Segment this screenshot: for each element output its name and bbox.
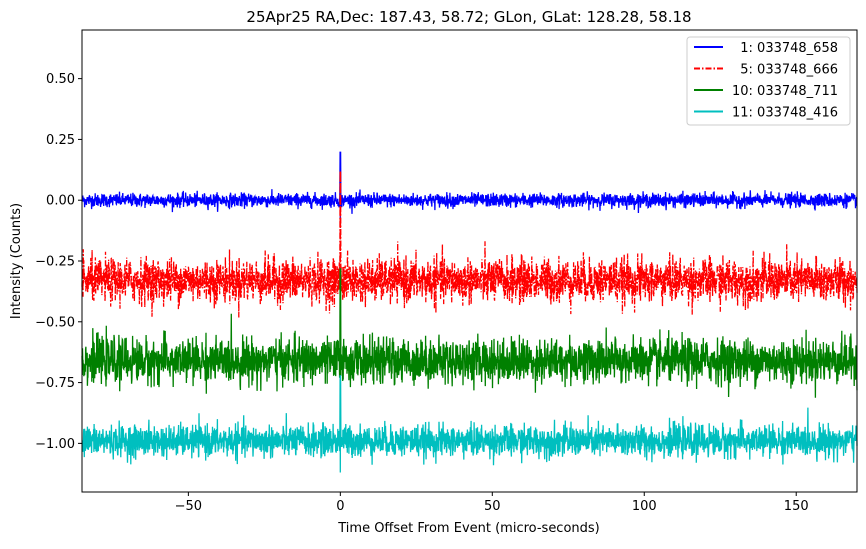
- y-tick-label: −0.50: [35, 315, 75, 330]
- legend: 1: 033748_658 5: 033748_666 10: 033748_71…: [686, 36, 851, 126]
- y-axis: 0.50 0.25 0.00 −0.25 −0.50 −0.75 −1.00: [35, 72, 82, 452]
- series-line-0: [81, 151, 858, 220]
- x-tick-label: 150: [784, 499, 809, 514]
- y-tick-label: −1.00: [35, 437, 75, 452]
- x-axis-label: Time Offset From Event (micro-seconds): [337, 521, 600, 536]
- traces: [81, 151, 858, 473]
- series-line-1: [81, 170, 858, 327]
- x-tick-label: −50: [175, 499, 202, 514]
- series-line-2: [81, 268, 858, 398]
- legend-label-0: 1: 033748_658: [732, 41, 838, 56]
- y-tick-label: −0.75: [35, 376, 75, 391]
- y-tick-label: 0.25: [46, 133, 75, 148]
- x-tick-label: 0: [336, 499, 344, 514]
- legend-label-1: 5: 033748_666: [732, 63, 838, 78]
- legend-label-3: 11: 033748_416: [732, 106, 838, 121]
- x-tick-label: 50: [484, 499, 501, 514]
- x-axis: −50 0 50 100 150: [175, 492, 809, 514]
- y-axis-label: Intensity (Counts): [9, 203, 24, 319]
- y-tick-label: 0.00: [46, 194, 75, 209]
- y-tick-label: −0.25: [35, 255, 75, 270]
- legend-label-2: 10: 033748_711: [732, 84, 838, 99]
- y-tick-label: 0.50: [46, 72, 75, 87]
- x-tick-label: 100: [632, 499, 657, 514]
- legend-box: [686, 36, 851, 126]
- series-line-3: [81, 375, 858, 473]
- chart-title: 25Apr25 RA,Dec: 187.43, 58.72; GLon, GLa…: [246, 8, 691, 26]
